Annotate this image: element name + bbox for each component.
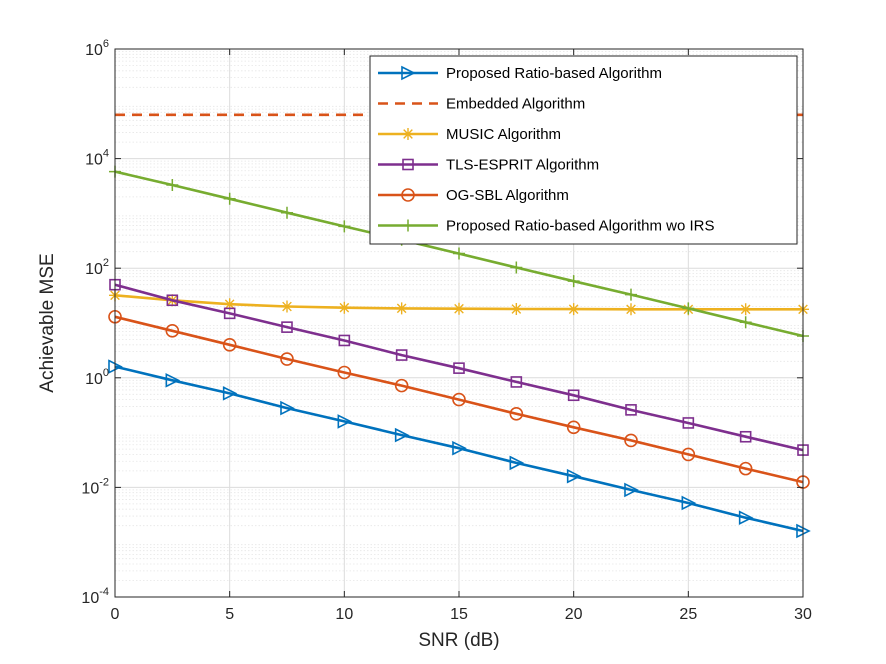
legend-box	[369, 55, 798, 245]
data-point	[281, 321, 293, 333]
legend-entry: OG-SBL Algorithm	[378, 187, 569, 204]
data-point	[681, 447, 696, 462]
data-point	[682, 417, 695, 429]
x-axis-label: SNR (dB)	[418, 630, 499, 651]
data-point	[280, 400, 295, 416]
data-point	[566, 468, 582, 484]
data-point	[452, 392, 466, 407]
data-point	[624, 433, 638, 448]
data-point	[281, 206, 293, 219]
x-tick-label: 15	[450, 606, 468, 623]
legend-label: Proposed Ratio-based Algorithm	[446, 65, 662, 82]
data-point	[453, 362, 465, 374]
data-point	[165, 373, 181, 388]
legend-label: OG-SBL Algorithm	[446, 187, 569, 204]
x-axis-ticks: 0 5 10 15 20 25 30	[111, 49, 812, 623]
series-line	[114, 283, 804, 452]
data-point	[739, 303, 752, 316]
data-point	[510, 303, 523, 316]
data-point	[338, 220, 351, 233]
data-point	[567, 389, 580, 402]
data-point	[166, 294, 179, 307]
data-point	[625, 303, 637, 316]
data-point	[223, 307, 236, 320]
legend-label: Embedded Algorithm	[446, 96, 585, 113]
data-point	[738, 461, 753, 476]
data-point	[453, 247, 465, 260]
series-3	[109, 278, 809, 456]
legend-label: TLS-ESPRIT Algorithm	[446, 157, 599, 174]
x-tick-label: 30	[794, 606, 812, 623]
legend-marker	[402, 128, 414, 140]
data-point	[394, 427, 410, 443]
x-tick-label: 25	[679, 606, 697, 623]
x-tick-label: 20	[565, 606, 583, 623]
x-tick-label: 0	[111, 606, 120, 623]
data-point	[338, 301, 351, 314]
y-tick-label: 102	[85, 257, 109, 278]
data-point	[222, 386, 238, 401]
data-point	[223, 298, 236, 311]
data-point	[165, 324, 180, 338]
legend-entry: MUSIC Algorithm	[378, 126, 561, 143]
legend-entry: Proposed Ratio-based Algorithm wo IRS	[378, 218, 714, 235]
data-point	[452, 440, 467, 456]
y-tick-label: 104	[85, 148, 109, 169]
series-5	[109, 165, 809, 342]
data-point	[395, 349, 408, 361]
data-point	[739, 430, 752, 443]
y-axis-ticks: 10-4 10-2 100 102 104 106	[81, 38, 803, 607]
data-point	[567, 275, 580, 288]
data-point	[625, 404, 637, 416]
data-point	[681, 495, 697, 511]
data-point	[682, 302, 695, 315]
data-point	[624, 482, 639, 498]
legend-entry: Proposed Ratio-based Algorithm	[378, 65, 662, 82]
legend-marker	[402, 219, 414, 232]
legend-entry: TLS-ESPRIT Algorithm	[378, 157, 599, 174]
data-point	[509, 407, 524, 421]
legend-marker	[402, 158, 414, 171]
data-point	[337, 365, 352, 380]
legend-marker	[401, 188, 415, 202]
y-tick-label: 10-2	[81, 476, 109, 497]
data-point	[337, 414, 353, 429]
data-point	[738, 510, 754, 525]
y-tick-label: 106	[85, 38, 109, 59]
y-tick-label: 100	[85, 367, 109, 388]
data-point	[280, 352, 294, 366]
legend-entry: Embedded Algorithm	[378, 96, 585, 113]
data-point	[510, 376, 523, 388]
data-point	[509, 455, 525, 471]
x-tick-label: 5	[225, 606, 234, 623]
legend-label: MUSIC Algorithm	[446, 126, 561, 143]
y-axis-label: Achievable MSE	[37, 253, 58, 392]
data-point	[394, 378, 409, 393]
data-point	[566, 420, 581, 435]
data-point	[510, 261, 523, 274]
legend-marker	[401, 65, 416, 81]
series-4	[108, 309, 810, 489]
legend-label: Proposed Ratio-based Algorithm wo IRS	[446, 218, 714, 235]
legend: Proposed Ratio-based Algorithm Embedded A…	[369, 55, 798, 245]
series-line	[114, 365, 804, 533]
data-point	[222, 338, 237, 352]
data-point	[281, 300, 293, 313]
series-line	[114, 315, 804, 484]
y-tick-label: 10-4	[81, 586, 109, 607]
x-tick-label: 10	[335, 606, 353, 623]
data-point	[625, 288, 637, 301]
data-point	[395, 302, 408, 315]
data-point	[166, 178, 179, 191]
data-point	[567, 303, 580, 316]
data-point	[338, 334, 351, 347]
data-point	[739, 316, 752, 329]
data-point	[453, 302, 465, 315]
data-point	[223, 192, 236, 205]
